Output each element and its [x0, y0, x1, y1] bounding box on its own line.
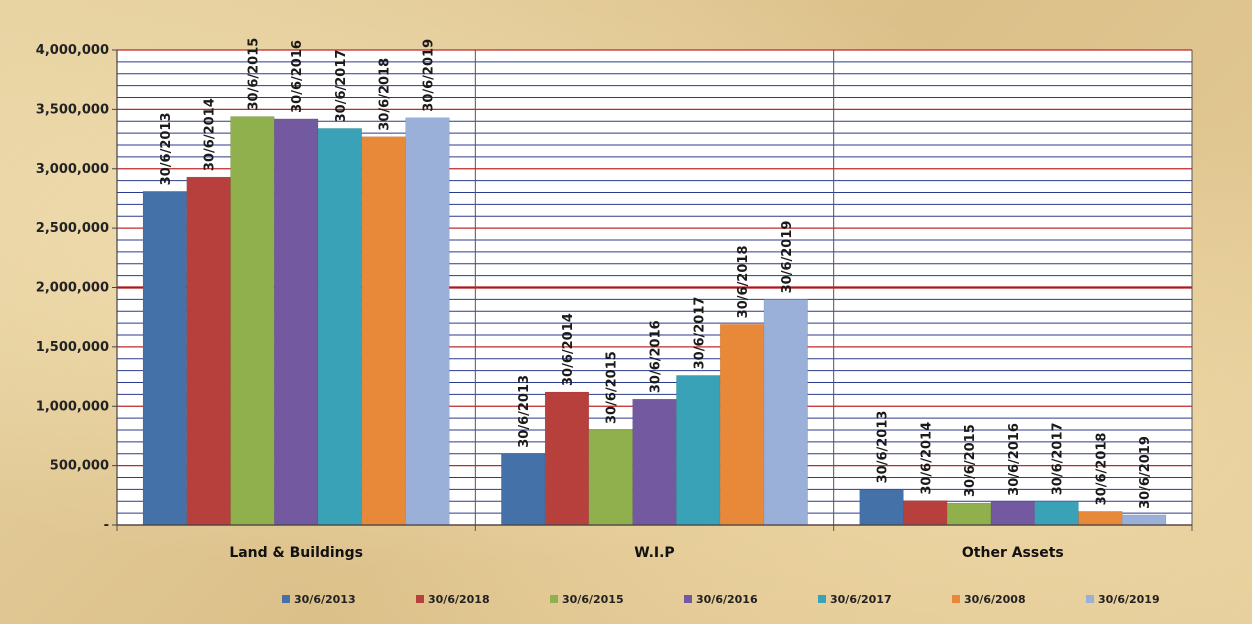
- data-label: 30/6/2018: [378, 58, 393, 131]
- legend-label: 30/6/2016: [696, 593, 758, 606]
- bar: [317, 128, 363, 526]
- y-tick-label: 500,000: [50, 459, 109, 474]
- data-label: 30/6/2016: [1007, 423, 1022, 496]
- bar: [990, 501, 1035, 526]
- legend-label: 30/6/2015: [562, 593, 624, 606]
- legend-label: 30/6/2018: [428, 593, 490, 606]
- bar: [186, 176, 231, 526]
- data-label: 30/6/2016: [290, 40, 305, 113]
- bar: [274, 118, 319, 526]
- legend-label: 30/6/2019: [1098, 593, 1160, 606]
- axis-layer: - 500,000 1,000,000 1,500,000 2,000,000 2,500…: [36, 43, 1193, 561]
- y-tick-label: 3,000,000: [36, 162, 109, 177]
- bar: [632, 398, 677, 526]
- data-label: 30/6/2019: [780, 221, 795, 294]
- bar: [142, 191, 188, 526]
- y-tick-label: 2,500,000: [36, 221, 109, 236]
- category-label: Land & Buildings: [229, 545, 363, 561]
- data-label: 30/6/2015: [246, 38, 261, 111]
- bar: [501, 453, 546, 526]
- bar: [903, 500, 948, 526]
- legend-swatch: [1086, 595, 1094, 603]
- data-label: 30/6/2013: [159, 112, 174, 185]
- data-label: 30/6/2019: [1138, 436, 1153, 509]
- bar: [544, 391, 590, 526]
- y-tick-label: 2,000,000: [36, 281, 109, 296]
- data-label: 30/6/2018: [1094, 433, 1109, 506]
- legend-label: 30/6/2017: [830, 593, 892, 606]
- legend: 30/6/2013 30/6/2018 30/6/2015 30/6/2016 30/6…: [282, 593, 1160, 606]
- legend-swatch: [550, 595, 558, 603]
- legend-swatch: [416, 595, 424, 603]
- legend-swatch: [684, 595, 692, 603]
- bar: [1034, 501, 1079, 526]
- y-tick-label: 1,500,000: [36, 340, 109, 355]
- bar: [1121, 514, 1167, 526]
- bar: [763, 299, 808, 526]
- category-label: Other Assets: [962, 545, 1064, 561]
- bar: [719, 324, 765, 526]
- bar: [676, 375, 721, 526]
- bar: [1078, 511, 1123, 526]
- bar: [230, 116, 275, 526]
- data-label: 30/6/2019: [421, 39, 436, 112]
- data-label: 30/6/2013: [876, 411, 891, 484]
- data-labels-layer: 30/6/2013 30/6/2014 30/6/2015 30/6/2016 30/6…: [159, 38, 1153, 509]
- data-label: 30/6/2015: [605, 351, 620, 424]
- data-label: 30/6/2015: [963, 424, 978, 497]
- bar: [405, 117, 450, 526]
- bar: [588, 429, 633, 526]
- legend-swatch: [282, 595, 290, 603]
- legend-swatch: [818, 595, 826, 603]
- data-label: 30/6/2017: [1051, 422, 1066, 495]
- data-label: 30/6/2014: [203, 98, 218, 171]
- data-label: 30/6/2016: [649, 320, 664, 393]
- data-label: 30/6/2014: [919, 422, 934, 495]
- bar: [361, 136, 406, 526]
- y-tick-label: -: [104, 518, 109, 533]
- data-label: 30/6/2013: [517, 375, 532, 448]
- legend-label: 30/6/2013: [294, 593, 356, 606]
- bar: [859, 489, 904, 526]
- data-label: 30/6/2014: [561, 313, 576, 386]
- data-label: 30/6/2017: [334, 50, 349, 123]
- bar: [946, 502, 992, 526]
- category-label: W.I.P: [634, 545, 674, 561]
- legend-label: 30/6/2008: [964, 593, 1026, 606]
- y-tick-label: 3,500,000: [36, 102, 109, 117]
- y-tick-label: 1,000,000: [36, 399, 109, 414]
- legend-swatch: [952, 595, 960, 603]
- data-label: 30/6/2017: [692, 297, 707, 370]
- bars-layer: [142, 116, 1167, 526]
- y-tick-label: 4,000,000: [36, 43, 109, 58]
- data-label: 30/6/2018: [736, 245, 751, 318]
